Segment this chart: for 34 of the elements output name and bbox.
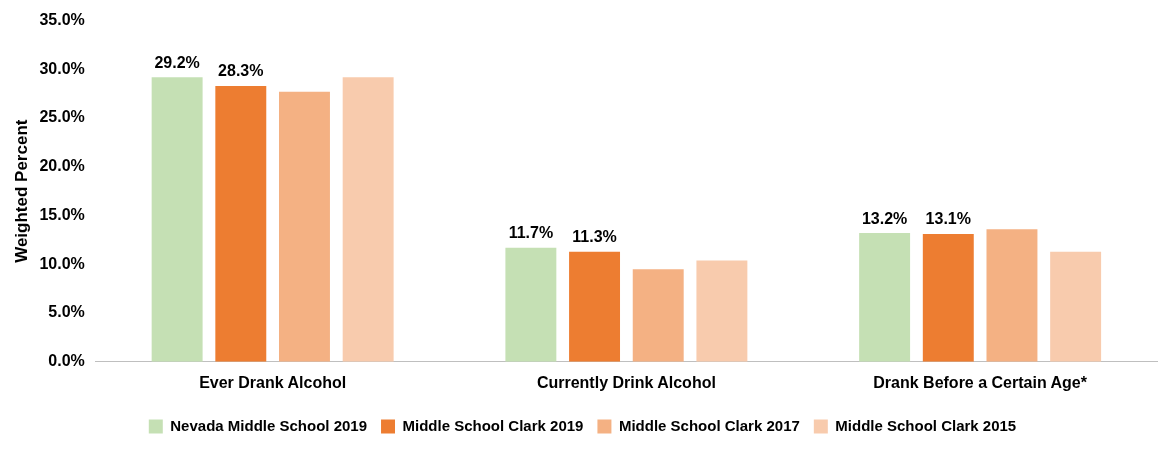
- data-label: 29.2%: [154, 53, 200, 71]
- bar: [215, 85, 267, 362]
- x-tick-label: Ever Drank Alcohol: [199, 373, 347, 391]
- bar: [986, 229, 1038, 362]
- legend-label: Nevada Middle School 2019: [170, 416, 368, 434]
- bar: [632, 269, 684, 362]
- bar: [279, 91, 330, 362]
- x-tick-label: Drank Before a Certain Age*: [873, 373, 1088, 391]
- bar: [151, 77, 203, 362]
- bar: [505, 247, 557, 362]
- bar: [922, 234, 974, 362]
- y-tick-label: 5.0%: [48, 303, 85, 321]
- bar: [859, 233, 911, 362]
- x-tick-label: Currently Drink Alcohol: [536, 373, 716, 391]
- y-tick-label: 20.0%: [39, 157, 85, 175]
- y-tick-label: 15.0%: [39, 205, 85, 223]
- legend-label: Middle School Clark 2019: [402, 416, 584, 434]
- y-tick-label: 10.0%: [39, 254, 85, 272]
- data-label: 11.7%: [508, 224, 554, 242]
- data-label: 28.3%: [218, 62, 264, 80]
- y-axis-title: Weighted Percent: [11, 119, 31, 263]
- y-tick-label: 35.0%: [39, 11, 85, 29]
- y-tick-label: 30.0%: [39, 59, 85, 77]
- bar: [342, 77, 394, 362]
- legend-label: Middle School Clark 2015: [835, 416, 1017, 434]
- data-label: 11.3%: [572, 228, 617, 246]
- data-label: 13.1%: [925, 210, 971, 228]
- y-tick-label: 25.0%: [39, 108, 85, 126]
- y-tick-label: 0.0%: [48, 352, 85, 370]
- data-label: 13.2%: [861, 209, 908, 227]
- bar: [569, 251, 621, 362]
- bar: [1050, 251, 1102, 362]
- legend-label: Middle School Clark 2017: [618, 416, 800, 434]
- bar: [696, 260, 748, 362]
